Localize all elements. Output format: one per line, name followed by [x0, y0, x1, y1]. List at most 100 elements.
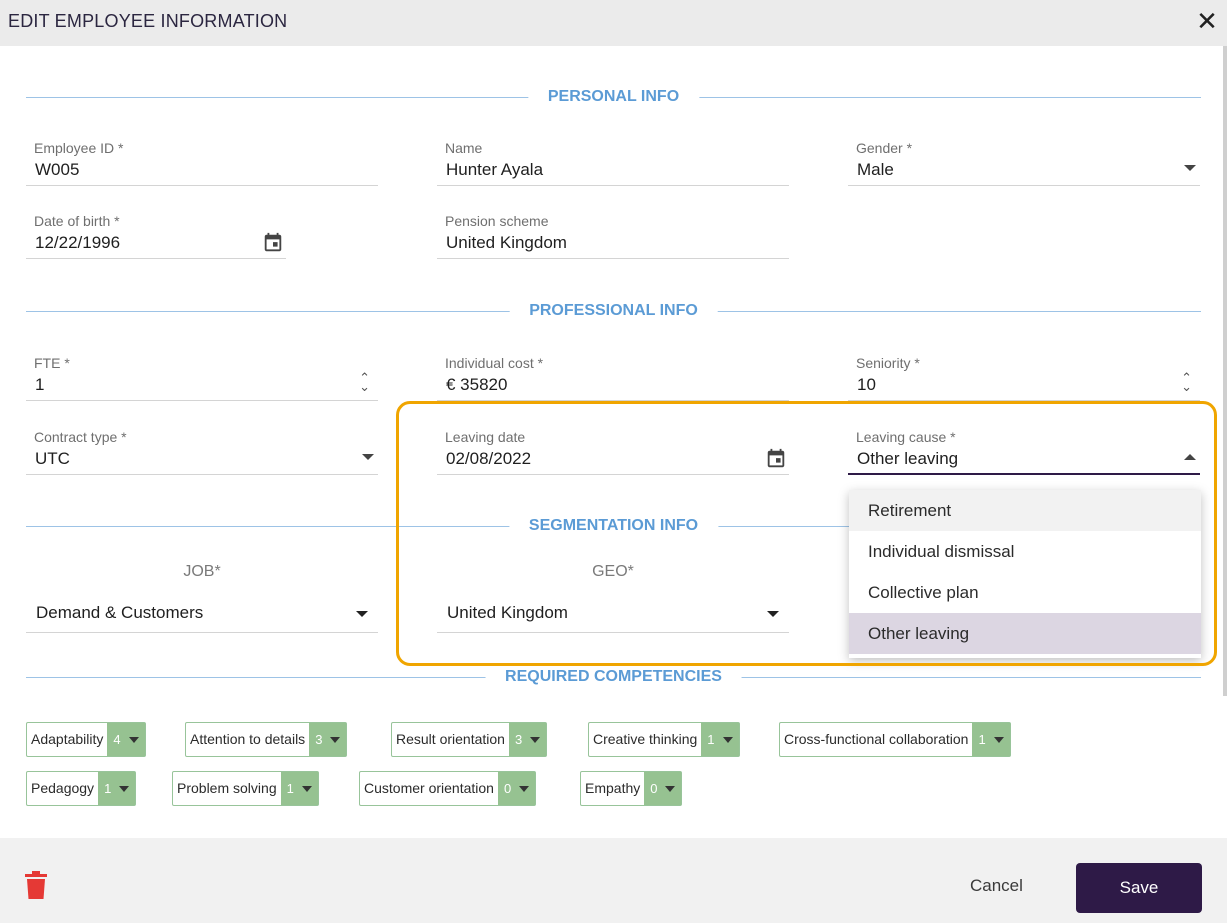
competency-level-select[interactable]: 1	[972, 723, 1010, 756]
chevron-down-icon	[128, 736, 139, 743]
dropdown-option[interactable]: Collective plan	[868, 583, 979, 602]
stepper-icon[interactable]: ⌃ ⌄	[359, 370, 370, 394]
dialog-title: EDIT EMPLOYEE INFORMATION	[8, 11, 288, 31]
field-value: Hunter Ayala	[446, 160, 544, 179]
competency-level: 3	[514, 732, 523, 747]
name-field[interactable]: Name Hunter Ayala	[437, 140, 789, 186]
field-value: 1	[35, 375, 45, 394]
chevron-down-icon	[722, 736, 733, 743]
save-button[interactable]: Save	[1076, 863, 1202, 913]
section-title: REQUIRED COMPETENCIES	[485, 668, 742, 686]
chevron-down-icon	[519, 785, 530, 792]
competency-level-select[interactable]: 3	[309, 723, 347, 756]
chevron-down-icon	[665, 785, 676, 792]
competency-name: Attention to details	[190, 731, 306, 747]
competency-level: 0	[650, 781, 658, 796]
field-label: Seniority *	[856, 355, 920, 371]
competency-chip[interactable]: Cross-functional collaboration 1	[779, 722, 1011, 757]
competency-level-select[interactable]: 1	[701, 723, 739, 756]
dropdown-option-selected[interactable]: Other leaving	[849, 613, 1201, 654]
date-of-birth-field[interactable]: Date of birth * 12/22/1996	[26, 213, 286, 259]
section-professional-info: PROFESSIONAL INFO	[26, 300, 1201, 324]
competency-level-select[interactable]: 3	[508, 723, 547, 756]
competency-level-select[interactable]: 0	[497, 772, 536, 805]
competency-chip[interactable]: Problem solving 1	[172, 771, 319, 806]
seniority-field[interactable]: Seniority * 10 ⌃ ⌄	[848, 355, 1200, 401]
job-select[interactable]: JOB* Demand & Customers	[26, 563, 378, 633]
pension-scheme-field[interactable]: Pension scheme United Kingdom	[437, 213, 789, 259]
geo-select[interactable]: GEO* United Kingdom	[437, 563, 789, 633]
gender-select[interactable]: Gender * Male	[848, 140, 1200, 186]
competency-name: Cross-functional collaboration	[784, 731, 969, 747]
individual-cost-field[interactable]: Individual cost * € 35820	[437, 355, 789, 401]
chevron-down-icon[interactable]	[362, 454, 374, 460]
competency-name: Problem solving	[177, 780, 277, 796]
calendar-icon[interactable]	[765, 447, 787, 471]
contract-type-select[interactable]: Contract type * UTC	[26, 429, 378, 475]
leaving-date-field[interactable]: Leaving date 02/08/2022	[437, 429, 789, 475]
competency-level: 1	[707, 732, 715, 747]
field-value: W005	[35, 160, 80, 179]
chevron-down-icon[interactable]	[1184, 165, 1196, 171]
competency-chip[interactable]: Pedagogy 1	[26, 771, 137, 806]
field-label: Contract type *	[34, 429, 127, 445]
section-required-competencies: REQUIRED COMPETENCIES	[26, 666, 1201, 690]
chevron-down-icon[interactable]	[356, 611, 368, 617]
competency-chip[interactable]: Customer orientation 0	[359, 771, 537, 806]
close-icon[interactable]: ✕	[1196, 6, 1218, 36]
field-label: JOB*	[183, 563, 221, 580]
competency-chip[interactable]: Attention to details 3	[185, 722, 348, 757]
field-label: Name	[445, 140, 483, 156]
competency-name: Empathy	[585, 780, 641, 796]
competency-chip[interactable]: Result orientation 3	[391, 722, 548, 757]
field-value: € 35820	[446, 375, 508, 394]
field-label: Date of birth *	[34, 213, 120, 229]
field-value: UTC	[35, 449, 70, 468]
competency-name: Adaptability	[31, 731, 104, 747]
section-personal-info: PERSONAL INFO	[26, 86, 1201, 110]
competency-level: 1	[286, 781, 294, 796]
chevron-down-icon	[530, 736, 541, 743]
field-label: Individual cost *	[445, 355, 544, 371]
competency-chip[interactable]: Empathy 0	[580, 771, 683, 806]
competency-name: Pedagogy	[31, 780, 95, 796]
field-label: GEO*	[592, 563, 634, 580]
competency-level-select[interactable]: 1	[280, 772, 318, 805]
section-segmentation-info: SEGMENTATION INFO	[26, 515, 1201, 539]
competency-level-select[interactable]: 0	[644, 772, 682, 805]
field-value: Demand & Customers	[36, 603, 204, 622]
field-label: Leaving date	[445, 429, 526, 445]
chevron-down-icon	[993, 736, 1004, 743]
chevron-up-icon[interactable]	[1184, 454, 1196, 460]
stepper-icon[interactable]: ⌃ ⌄	[1181, 370, 1192, 394]
scrollbar[interactable]	[1223, 46, 1227, 696]
trash-icon[interactable]	[25, 871, 47, 899]
field-value: 12/22/1996	[35, 233, 121, 252]
dropdown-option[interactable]: Individual dismissal	[868, 542, 1015, 561]
dialog-footer: Cancel Save	[0, 838, 1227, 923]
leaving-cause-select[interactable]: Leaving cause * Other leaving	[848, 429, 1200, 475]
cancel-button[interactable]: Cancel	[970, 876, 1023, 895]
field-label: Employee ID *	[34, 140, 124, 156]
competency-level: 1	[104, 781, 112, 796]
field-value: 10	[857, 375, 876, 394]
competency-level: 0	[503, 781, 512, 796]
leaving-cause-dropdown: Retirement Individual dismissal Collecti…	[849, 490, 1201, 658]
competency-name: Creative thinking	[593, 731, 698, 747]
competency-chip[interactable]: Creative thinking 1	[588, 722, 740, 757]
competency-level: 4	[113, 732, 121, 747]
field-label: FTE *	[34, 355, 70, 371]
chevron-down-icon[interactable]	[767, 611, 779, 617]
field-label: Pension scheme	[445, 213, 549, 229]
fte-field[interactable]: FTE * 1 ⌃ ⌄	[26, 355, 378, 401]
competency-level-select[interactable]: 4	[107, 723, 145, 756]
competency-level-select[interactable]: 1	[98, 772, 136, 805]
employee-id-field[interactable]: Employee ID * W005	[26, 140, 378, 186]
calendar-icon[interactable]	[262, 231, 284, 255]
dropdown-option[interactable]: Retirement	[849, 490, 1201, 531]
chevron-down-icon	[301, 785, 312, 792]
competency-name: Customer orientation	[364, 780, 494, 796]
competency-chip[interactable]: Adaptability 4	[26, 722, 146, 757]
section-title: SEGMENTATION INFO	[508, 517, 719, 535]
field-label: Gender *	[856, 140, 913, 156]
